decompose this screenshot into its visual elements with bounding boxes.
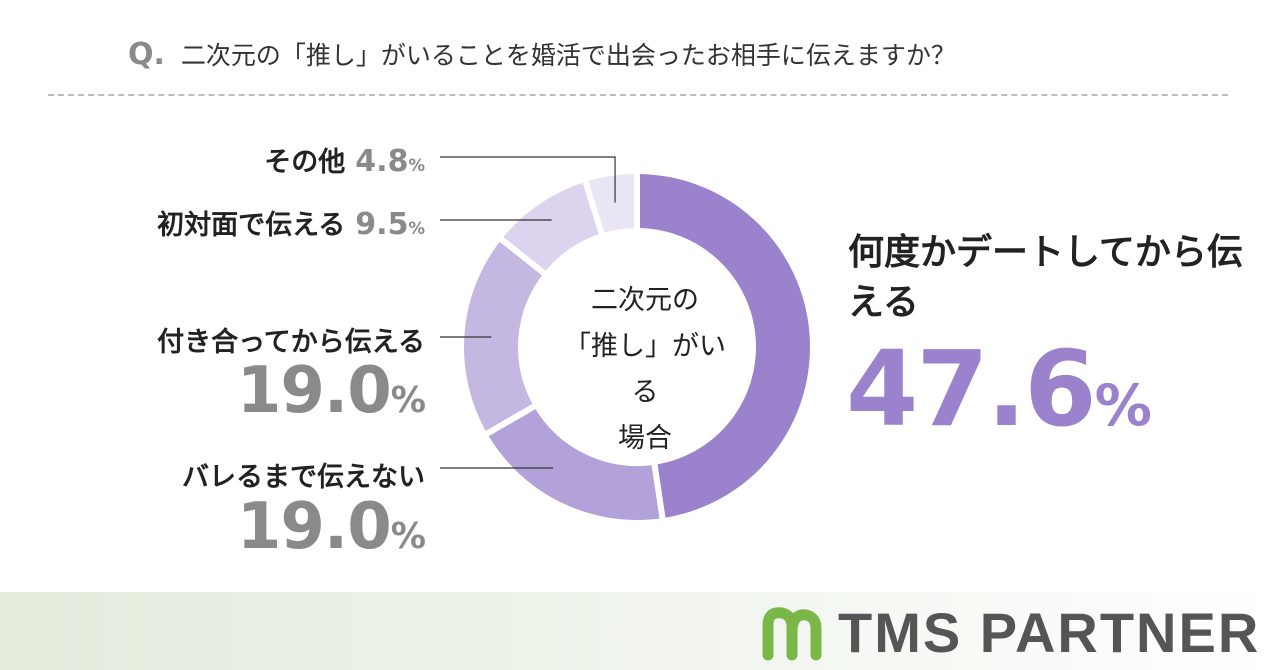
value-after-dating-unit: % (390, 380, 426, 421)
label-first-meeting-value: 9.5% (355, 207, 425, 242)
question-marker: Q. (128, 37, 165, 72)
label-other: その他 4.8% (264, 140, 425, 179)
label-other-text: その他 (264, 147, 346, 178)
value-several-dates: 47.6% (846, 328, 1152, 450)
center-label-line1: 二次元の (591, 285, 699, 316)
label-until-found: バレるまで伝えない (182, 455, 425, 494)
leader-line-other (440, 156, 616, 203)
value-after-dating-number: 19.0 (236, 354, 392, 428)
dashed-divider (48, 94, 1228, 96)
label-first-meeting-number: 9.5 (355, 207, 409, 242)
donut-slice-0 (634, 167, 816, 525)
label-after-dating: 付き合ってから伝える (157, 320, 425, 359)
label-other-unit: % (408, 156, 425, 175)
label-first-meeting-text: 初対面で伝える (157, 210, 346, 241)
value-several-dates-number: 47.6 (846, 328, 1097, 450)
value-until-found-number: 19.0 (236, 490, 392, 564)
leaf-m-logo-icon (762, 606, 822, 660)
label-other-value: 4.8% (355, 144, 425, 179)
label-first-meeting-unit: % (408, 219, 425, 238)
label-after-dating-text: 付き合ってから伝える (157, 327, 425, 358)
footer-band (0, 592, 1280, 670)
label-several-dates: 何度かデートしてから伝える (848, 232, 1243, 323)
value-until-found: 19.0% (236, 490, 426, 564)
question-text: 二次元の「推し」がいることを婚活で出会ったお相手に伝えますか？ (180, 41, 956, 70)
brand-name: TMS PARTNER (838, 601, 1261, 664)
question-header: Q. 二次元の「推し」がいることを婚活で出会ったお相手に伝えますか？ (128, 36, 1228, 72)
brand-logo: TMS PARTNER (760, 600, 1260, 665)
center-label-line2: 「推し」がいる (564, 331, 726, 408)
label-until-found-text: バレるまで伝えない (182, 462, 425, 493)
label-other-number: 4.8 (355, 144, 409, 179)
value-until-found-unit: % (390, 516, 426, 557)
value-several-dates-unit: % (1094, 373, 1152, 439)
value-after-dating: 19.0% (236, 354, 426, 428)
donut-slice-4 (580, 167, 640, 241)
center-label-line3: 場合 (618, 423, 672, 454)
label-first-meeting: 初対面で伝える 9.5% (157, 203, 425, 242)
donut-center-label: 二次元の 「推し」がいる 場合 (555, 278, 735, 462)
